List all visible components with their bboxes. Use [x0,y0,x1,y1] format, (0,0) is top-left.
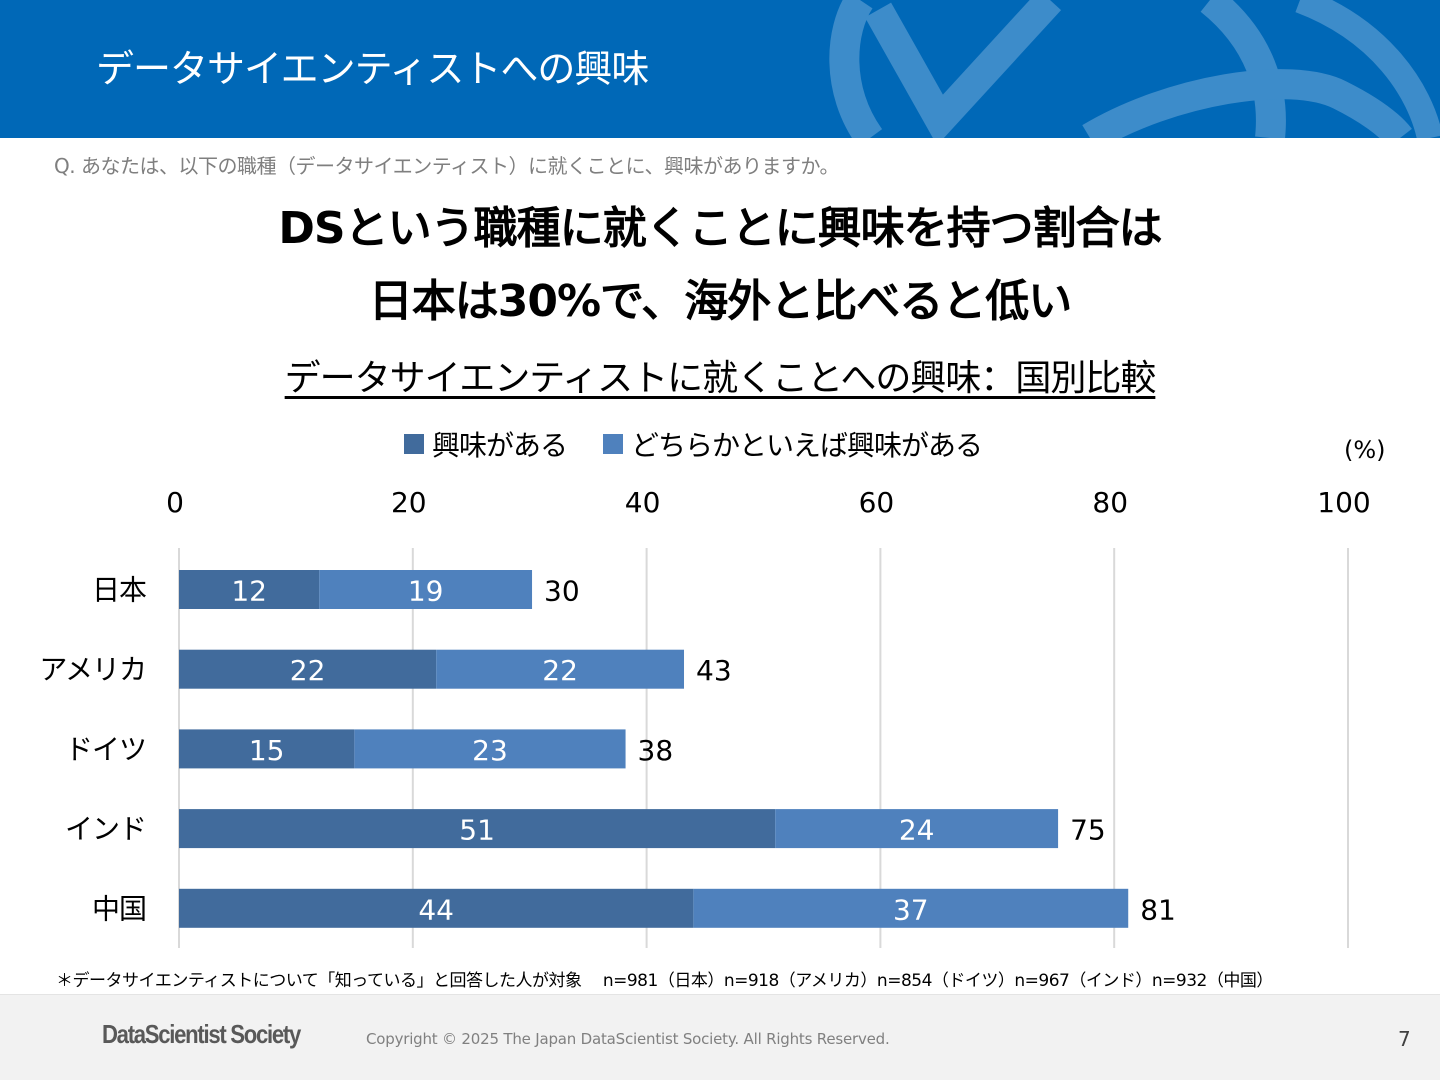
x-tick-label: 20 [391,486,427,519]
bar-segment [436,649,685,689]
survey-question: Q. あなたは、以下の職種（データサイエンティスト）に就くことに、興味があります… [54,154,840,178]
bars: 12 19 30 22 22 43 15 23 38 51 24 75 44 37 81 [179,570,1176,928]
unit-label: (%) [1344,436,1386,464]
chart-title: データサイエンティストに就くことへの興味：国別比較 [284,358,1157,399]
bar-value-label: 22 [542,654,578,687]
bar-value-label: 12 [231,575,267,608]
bar-value-label: 51 [459,814,495,847]
category-label: ドイツ [65,733,146,766]
footer: DataScientist Society Copyright © 2025 T… [0,994,1440,1080]
bar-segment [693,888,1129,928]
bar-total-label: 30 [544,575,580,608]
sample-size-note: ＊データサイエンティストについて「知っている」と回答した人が対象 n=981（日… [56,971,1273,991]
x-tick-label: 80 [1092,486,1128,519]
headline-line-2: 日本は30%で、海外と比べると低い [368,276,1073,327]
bar-segment [179,649,437,689]
bar-value-label: 22 [290,654,326,687]
chart-title-wrapper: データサイエンティストに就くことへの興味：国別比較 [0,349,1440,401]
category-label: 中国 [92,892,146,925]
legend-swatch-interested [404,434,424,454]
x-tick-label: 0 [166,486,184,519]
legend-label-interested: 興味がある [432,429,568,462]
legend-item-interested: 興味がある [404,424,568,464]
chart-legend: 興味がある どちらかといえば興味がある [404,424,1018,464]
category-label: アメリカ [39,653,146,686]
bar-value-label: 37 [893,893,929,926]
x-axis-ticks: 0 20 40 60 80 100 [166,486,1371,519]
bar-segment [179,729,355,769]
copyright-text: Copyright © 2025 The Japan DataScientist… [366,1030,890,1048]
bar-segment [775,809,1059,849]
bar-value-label: 44 [418,893,454,926]
headline-line-1: DSという職種に就くことに興味を持つ割合は [278,203,1162,254]
page-number: 7 [1398,1027,1411,1051]
bar-segment [354,729,626,769]
organization-logo: DataScientist Society [102,1019,301,1049]
slide-title: データサイエンティストへの興味 [96,47,649,91]
bar-value-label: 23 [472,734,508,767]
bar-total-label: 75 [1070,814,1106,847]
decorative-swirl-graphic [829,0,1440,138]
bar-value-label: 15 [249,734,285,767]
stacked-bar-chart: 0 20 40 60 80 100 12 19 30 22 22 43 15 23 38 51 24 75 44 3… [39,486,1371,948]
bar-total-label: 38 [638,734,674,767]
category-label: インド [65,813,146,846]
legend-swatch-somewhat-interested [603,434,624,454]
x-tick-label: 60 [859,486,895,519]
bar-total-label: 43 [696,654,732,687]
x-tick-label: 40 [625,486,661,519]
x-tick-label: 100 [1317,486,1370,519]
bar-segment [179,570,320,609]
bar-value-label: 24 [899,814,935,847]
bar-segment [319,570,533,609]
bar-segment [179,888,694,928]
bar-total-label: 81 [1140,893,1176,926]
category-label: 日本 [92,574,147,607]
bar-value-label: 19 [408,575,444,608]
legend-item-somewhat-interested: どちらかといえば興味がある [603,424,983,464]
title-bar: データサイエンティストへの興味 [0,0,1440,138]
legend-label-somewhat-interested: どちらかといえば興味がある [631,429,983,462]
bar-segment [179,809,776,849]
